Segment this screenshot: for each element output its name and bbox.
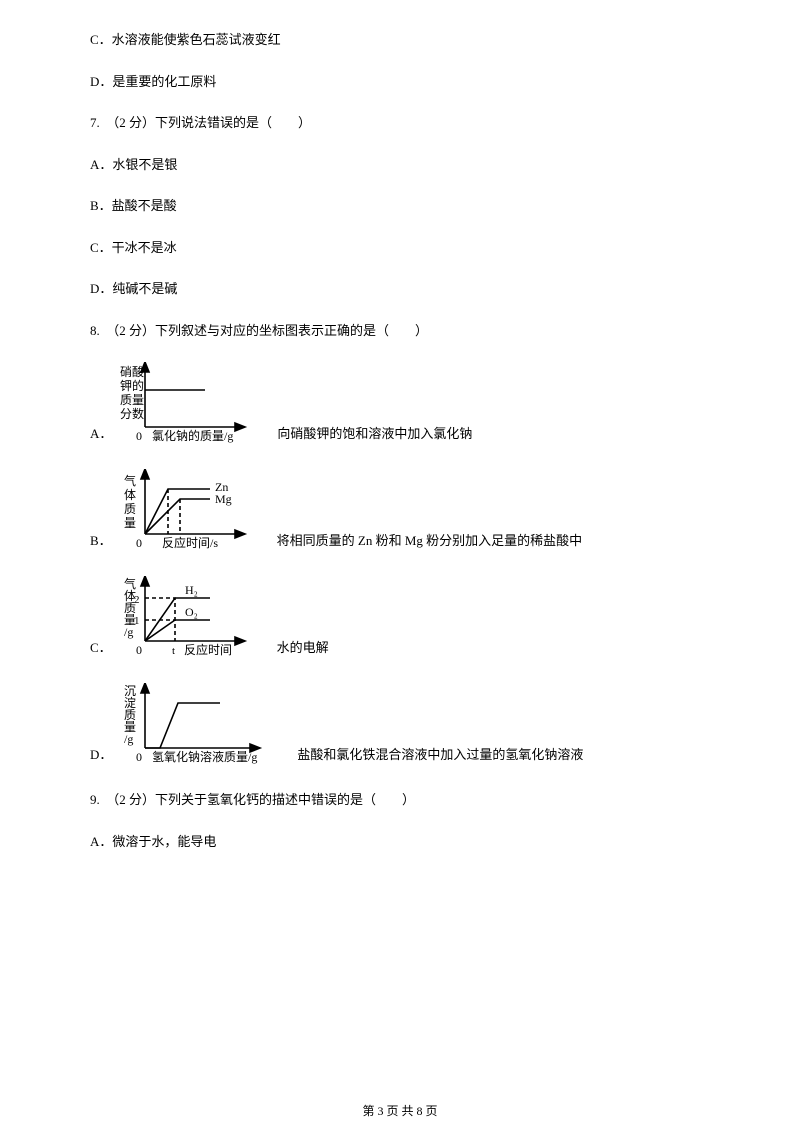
svg-text:硝酸: 硝酸 bbox=[120, 364, 144, 379]
chart-d: 沉 淀 质 量 /g 0 氢氧化钠溶液质量/g bbox=[120, 683, 295, 768]
q8-c-letter: C． bbox=[90, 638, 112, 662]
svg-text:0: 0 bbox=[136, 536, 142, 550]
svg-text:体: 体 bbox=[124, 488, 136, 502]
svg-text:反应时间: 反应时间 bbox=[184, 642, 232, 657]
q8-option-d: D． 沉 淀 质 量 /g 0 氢氧化钠溶液质量/g 盐酸和氯化铁混合溶液中加入… bbox=[90, 683, 710, 768]
q8-stem: 8. （2 分）下列叙述与对应的坐标图表示正确的是（ ） bbox=[90, 321, 710, 341]
svg-text:质量: 质量 bbox=[120, 393, 144, 407]
svg-text:0: 0 bbox=[136, 643, 142, 657]
q8-option-a: A． 硝酸 钾的 质量 分数 0 氯化钠的质量/g 向硝酸钾的饱和溶液中加入氯化… bbox=[90, 362, 710, 447]
svg-text:/g: /g bbox=[124, 732, 133, 746]
svg-text:分数: 分数 bbox=[120, 406, 144, 421]
svg-text:量: 量 bbox=[124, 516, 136, 530]
q8-a-caption: 向硝酸钾的饱和溶液中加入氯化钠 bbox=[277, 424, 472, 448]
svg-text:反应时间/s: 反应时间/s bbox=[162, 535, 218, 550]
svg-text:H₂: H₂ bbox=[185, 583, 198, 597]
q8-a-letter: A． bbox=[90, 424, 112, 448]
svg-text:t: t bbox=[172, 645, 175, 657]
q8-option-c: C． 气 体 质 量 /g 2 1 0 t 反应时间 H₂ O₂ bbox=[90, 576, 710, 661]
chart-c: 气 体 质 量 /g 2 1 0 t 反应时间 H₂ O₂ bbox=[120, 576, 275, 661]
q9-stem: 9. （2 分）下列关于氢氧化钙的描述中错误的是（ ） bbox=[90, 790, 710, 810]
q7-stem: 7. （2 分）下列说法错误的是（ ） bbox=[90, 113, 710, 133]
q8-c-caption: 水的电解 bbox=[277, 638, 329, 662]
page-footer: 第 3 页 共 8 页 bbox=[0, 1102, 800, 1120]
svg-text:Mg: Mg bbox=[215, 492, 232, 506]
svg-text:2: 2 bbox=[134, 594, 140, 606]
svg-text:0: 0 bbox=[136, 429, 142, 443]
svg-text:质: 质 bbox=[124, 502, 136, 516]
svg-text:钾的: 钾的 bbox=[120, 378, 144, 393]
q7-b: B．盐酸不是酸 bbox=[90, 196, 710, 216]
q8-b-caption: 将相同质量的 Zn 粉和 Mg 粉分别加入足量的稀盐酸中 bbox=[277, 531, 583, 555]
svg-text:O₂: O₂ bbox=[185, 605, 198, 619]
q8-d-caption: 盐酸和氯化铁混合溶液中加入过量的氢氧化钠溶液 bbox=[297, 745, 583, 769]
svg-text:氢氧化钠溶液质量/g: 氢氧化钠溶液质量/g bbox=[152, 749, 257, 764]
svg-text:/g: /g bbox=[124, 625, 133, 639]
opt-d-prev: D．是重要的化工原料 bbox=[90, 72, 710, 92]
svg-text:1: 1 bbox=[134, 615, 140, 627]
q8-d-letter: D． bbox=[90, 745, 112, 769]
q7-c: C．干冰不是冰 bbox=[90, 238, 710, 258]
q7-d: D．纯碱不是碱 bbox=[90, 279, 710, 299]
q8-option-b: B． 气 体 质 量 0 反应时间/s Zn Mg 将相同质量的 Zn 粉和 M… bbox=[90, 469, 710, 554]
q7-a: A．水银不是银 bbox=[90, 155, 710, 175]
chart-b: 气 体 质 量 0 反应时间/s Zn Mg bbox=[120, 469, 275, 554]
svg-text:气: 气 bbox=[124, 473, 136, 488]
q9-a: A．微溶于水，能导电 bbox=[90, 832, 710, 852]
opt-c-prev: C．水溶液能使紫色石蕊试液变红 bbox=[90, 30, 710, 50]
chart-a: 硝酸 钾的 质量 分数 0 氯化钠的质量/g bbox=[120, 362, 275, 447]
page-container: C．水溶液能使紫色石蕊试液变红 D．是重要的化工原料 7. （2 分）下列说法错… bbox=[0, 0, 800, 1132]
svg-text:0: 0 bbox=[136, 750, 142, 764]
svg-text:氯化钠的质量/g: 氯化钠的质量/g bbox=[152, 428, 233, 443]
q8-b-letter: B． bbox=[90, 531, 112, 555]
